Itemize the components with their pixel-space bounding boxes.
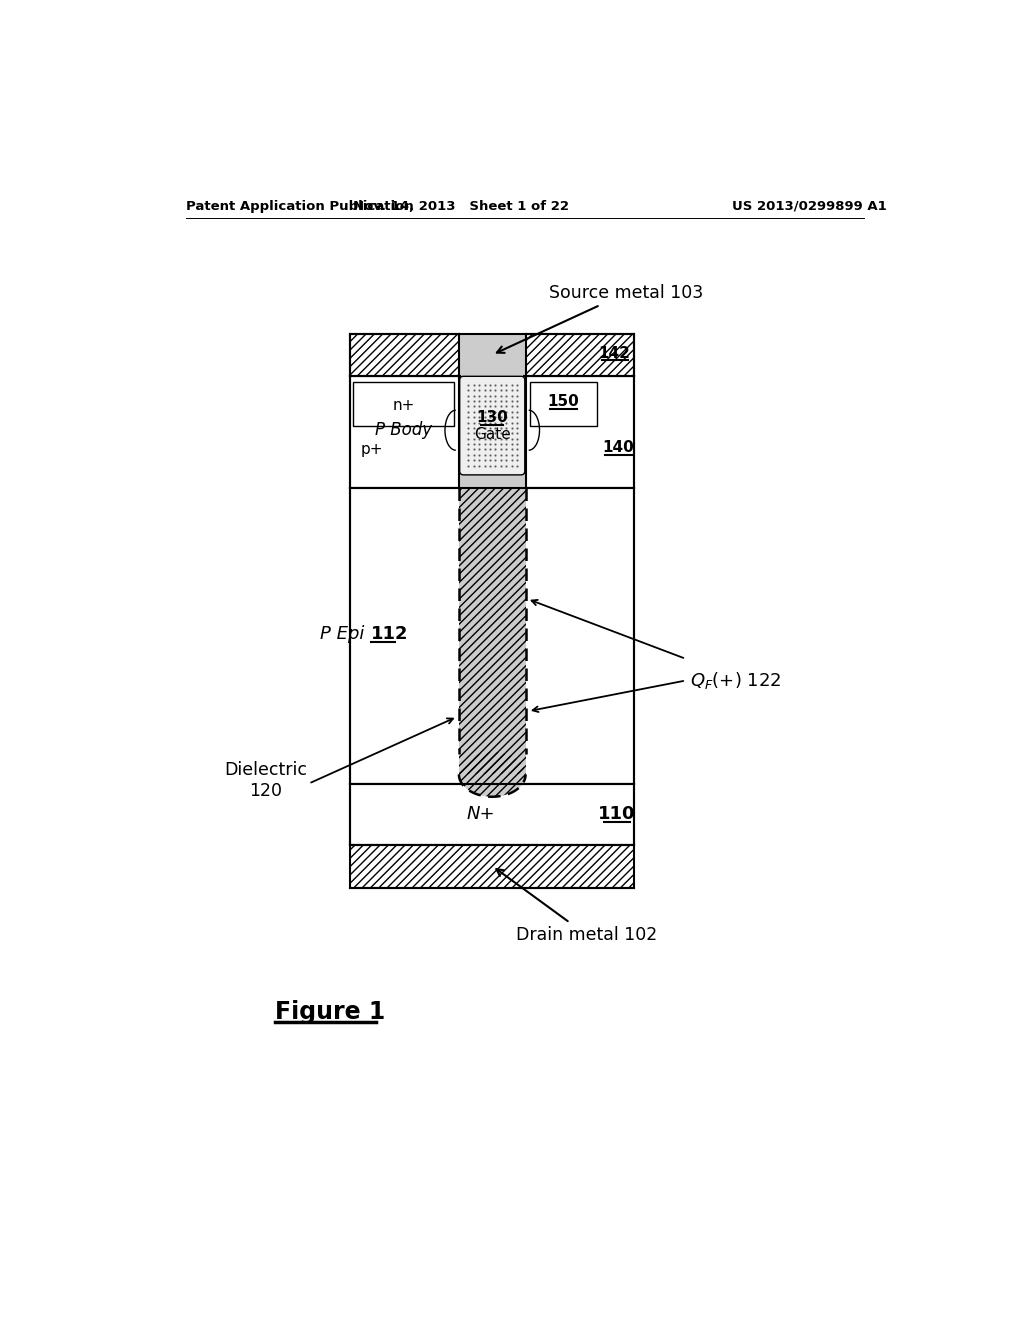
Bar: [350, 334, 461, 376]
Bar: [350, 334, 461, 376]
Bar: [350, 784, 634, 845]
Text: 112: 112: [372, 626, 409, 643]
Text: Source metal 103: Source metal 103: [497, 284, 703, 352]
Text: Nov. 14, 2013   Sheet 1 of 22: Nov. 14, 2013 Sheet 1 of 22: [353, 199, 569, 213]
Text: 142: 142: [599, 346, 631, 360]
Ellipse shape: [459, 752, 525, 797]
FancyBboxPatch shape: [460, 376, 524, 475]
Bar: [530, 383, 597, 426]
Text: 150: 150: [548, 395, 580, 409]
Bar: [524, 334, 634, 376]
Bar: [350, 845, 634, 887]
Bar: [350, 845, 634, 887]
Bar: [459, 334, 525, 488]
Text: n+: n+: [392, 399, 415, 413]
Text: Patent Application Publication: Patent Application Publication: [186, 199, 414, 213]
Text: US 2013/0299899 A1: US 2013/0299899 A1: [732, 199, 887, 213]
Bar: [459, 334, 525, 488]
Text: Gate: Gate: [474, 428, 511, 442]
Text: 130: 130: [476, 411, 508, 425]
Text: Figure 1: Figure 1: [275, 999, 385, 1023]
Text: 110: 110: [598, 805, 636, 824]
Text: P Body: P Body: [375, 421, 432, 440]
Bar: [352, 383, 455, 426]
Text: 140: 140: [603, 441, 635, 455]
Bar: [350, 376, 634, 488]
Text: P Epi: P Epi: [319, 626, 370, 643]
Bar: [459, 488, 525, 775]
Text: $Q_F$(+) 122: $Q_F$(+) 122: [690, 671, 781, 690]
Bar: [350, 488, 634, 784]
Bar: [459, 488, 525, 775]
Text: Dielectric
120: Dielectric 120: [224, 762, 307, 800]
Text: p+: p+: [360, 442, 383, 457]
Bar: [524, 334, 634, 376]
Text: N+: N+: [466, 805, 495, 824]
Bar: [459, 334, 525, 488]
Text: Drain metal 102: Drain metal 102: [497, 869, 656, 944]
